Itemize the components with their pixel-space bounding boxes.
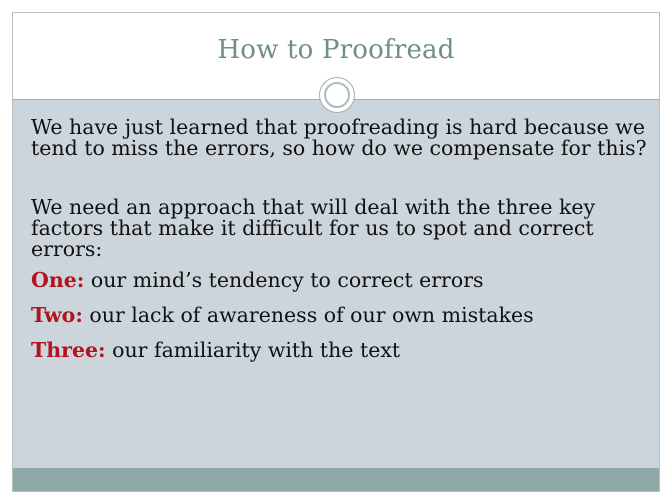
key-factor-three: Three: our familiarity with the text xyxy=(31,340,651,361)
slide: How to Proofread We have just learned th… xyxy=(12,12,660,492)
footer-bar xyxy=(13,468,659,491)
key-factor-text: our mind’s tendency to correct errors xyxy=(84,268,484,292)
key-factor-one: One: our mind’s tendency to correct erro… xyxy=(31,270,651,291)
paragraph-intro: We have just learned that proofreading i… xyxy=(31,115,647,160)
slide-content: We have just learned that proofreading i… xyxy=(31,117,651,361)
circle-ornament-icon xyxy=(319,77,355,113)
key-factor-two: Two: our lack of awareness of our own mi… xyxy=(31,305,651,326)
key-factors-list: One: our mind’s tendency to correct erro… xyxy=(31,270,651,361)
key-factor-label: Three: xyxy=(31,338,106,362)
slide-body-background xyxy=(13,100,659,470)
paragraph-approach: We need an approach that will deal with … xyxy=(31,195,596,261)
key-factor-text: our familiarity with the text xyxy=(105,338,401,362)
key-factor-label: One: xyxy=(31,268,85,292)
circle-ornament-inner xyxy=(324,82,350,108)
key-factor-label: Two: xyxy=(31,303,83,327)
key-factor-text: our lack of awareness of our own mistake… xyxy=(82,303,534,327)
slide-title: How to Proofread xyxy=(217,35,455,65)
